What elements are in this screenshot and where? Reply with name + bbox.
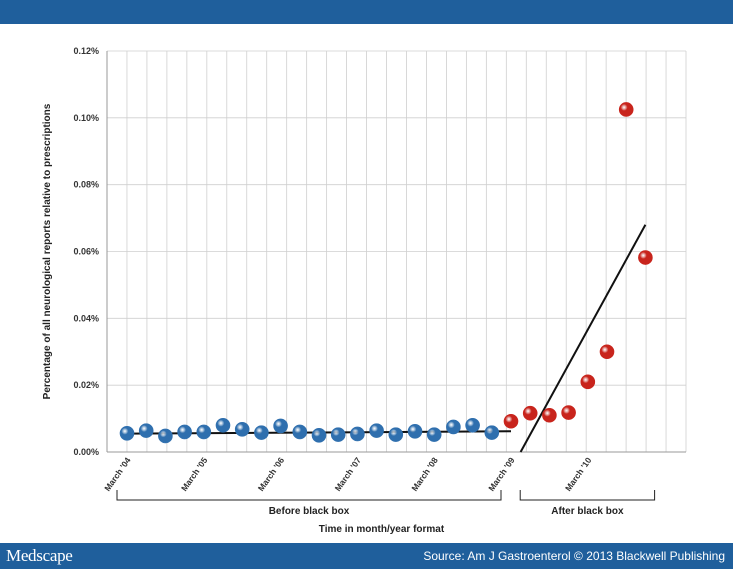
before-bracket-line [116,490,502,501]
before-bracket-label: Before black box [269,506,350,517]
before-data-point [119,425,135,441]
grid [106,50,687,453]
y-tick-label: 0.06% [73,247,99,257]
after-data-point [503,413,519,429]
before-data-point [407,423,423,439]
after-data-point [522,405,538,421]
after-data-point [599,344,615,360]
after-trend-line [519,224,647,453]
before-data-point [465,417,480,433]
after-data-point [638,250,653,265]
medscape-logo[interactable]: Medscape [6,546,73,565]
y-tick-label: 0.08% [73,180,99,190]
after-data-point [561,405,576,420]
y-tick-label: 0.02% [73,380,99,390]
before-data-point [426,427,442,442]
x-axis-title: Time in month/year format [319,524,445,535]
x-tick-label: March '04 [102,455,133,493]
before-data-point [484,425,500,440]
x-tick-label: March '08 [409,455,440,493]
x-tick-labels: March '04 March '05 March '06 March '07 Marc… [102,455,593,493]
before-data-point [254,425,269,440]
before-data-point [292,424,308,440]
before-data-point [311,427,327,443]
source-citation: Source: Am J Gastroenterol © 2013 Blackw… [423,549,725,563]
before-data-point [330,427,346,442]
before-data-point [350,426,365,442]
x-tick-label: March '10 [563,455,594,493]
neuro-reports-chart: 0.00% 0.02% 0.04% 0.06% 0.08% 0.10% 0.12% Marc… [42,46,687,535]
y-tick-label: 0.00% [73,447,99,457]
period-brackets: Before black box After black box [116,490,656,517]
y-tick-label: 0.12% [73,46,99,56]
axes [106,51,686,453]
after-data-point [618,102,634,117]
x-tick-label: March '09 [486,455,517,493]
data-points [119,102,653,444]
before-data-point [273,418,288,434]
y-axis-title: Percentage of all neurological reports r… [42,103,53,399]
x-tick-label: March '05 [179,455,210,493]
after-bracket-line [519,490,656,501]
before-data-point [234,421,250,437]
top-banner [0,0,733,24]
before-data-point [138,423,154,438]
before-data-point [446,419,461,435]
before-data-point [177,424,192,440]
y-tick-labels: 0.00% 0.02% 0.04% 0.06% 0.08% 0.10% 0.12% [73,46,99,457]
before-data-point [196,424,212,440]
before-data-point [215,417,231,433]
x-tick-label: March '06 [256,455,287,493]
y-tick-label: 0.04% [73,313,99,323]
after-data-point [580,374,596,390]
footer-banner: Medscape Source: Am J Gastroenterol © 20… [0,543,733,569]
before-data-point [369,423,384,438]
before-data-point [388,427,404,442]
after-data-point [542,407,557,423]
y-tick-label: 0.10% [73,113,99,123]
before-data-point [158,428,173,444]
x-tick-label: March '07 [333,455,364,493]
after-bracket-label: After black box [551,506,624,517]
